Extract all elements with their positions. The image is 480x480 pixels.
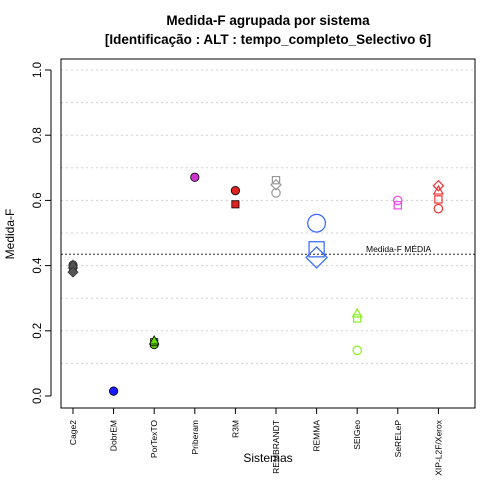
grid-layer: [61, 69, 475, 364]
data-point-diamond: [305, 246, 328, 269]
x-tick-label: SEIGeo: [352, 420, 362, 450]
data-point-circle: [352, 345, 362, 356]
data-point-circle: [433, 203, 444, 214]
data-point-triangle: [432, 184, 445, 195]
x-tick-label: REMBRANDT: [271, 420, 281, 474]
data-point-diamond: [432, 179, 445, 192]
data-point-circle: [307, 213, 327, 233]
data-point-diamond: [67, 266, 79, 278]
y-tick-label: 0.2: [32, 323, 44, 339]
data-point-diamond: [270, 178, 282, 191]
y-tick-label: 0.6: [32, 192, 44, 208]
data-point-circle: [190, 172, 200, 182]
x-tick-label: XIP-L2F/Xerox: [433, 419, 443, 475]
y-tick-label: 0.4: [32, 257, 44, 274]
data-point-square: [393, 201, 403, 210]
x-tick-label: PorTexTO: [149, 420, 159, 458]
reference-line-layer: Medida-F MÉDIA: [61, 244, 475, 255]
data-point-circle: [271, 188, 281, 198]
x-tick-label: SeRELeP: [393, 420, 403, 458]
data-point-circle: [230, 186, 240, 196]
data-point-square: [353, 314, 362, 323]
y-axis-title: Medida-F: [3, 209, 17, 260]
chart-subtitle: [Identificação : ALT : tempo_completo_Se…: [105, 32, 431, 47]
y-tick-label: 1.0: [32, 62, 44, 78]
data-point-circle: [109, 386, 119, 396]
data-point-triangle: [148, 335, 160, 345]
x-axis-title: Sistemas: [243, 451, 292, 465]
y-tick-label: 0.8: [32, 127, 44, 143]
points-layer: [67, 172, 445, 396]
data-point-triangle: [351, 307, 363, 318]
data-point-square: [271, 175, 281, 185]
reference-line-label: Medida-F MÉDIA: [366, 244, 432, 254]
x-tick-label: Cage2: [68, 420, 78, 445]
x-tick-label: Priberam: [190, 420, 200, 454]
plot-frame: [60, 58, 476, 409]
x-tick-label: R3M: [230, 420, 240, 438]
axes-layer: 0.0 0.2 0.4 0.6 0.8 1.0 Cage2 DobrEM PorTexTO Pri…: [32, 62, 443, 476]
x-tick-label: DobrEM: [109, 420, 119, 451]
data-point-square: [231, 200, 240, 209]
data-point-circle: [392, 195, 403, 206]
data-point-square: [308, 241, 325, 258]
x-tick-label: REMMA: [312, 420, 322, 452]
y-tick-label: 0.0: [32, 388, 44, 404]
data-point-square: [434, 195, 443, 204]
chart-title: Medida-F agrupada por sistema: [166, 13, 370, 28]
